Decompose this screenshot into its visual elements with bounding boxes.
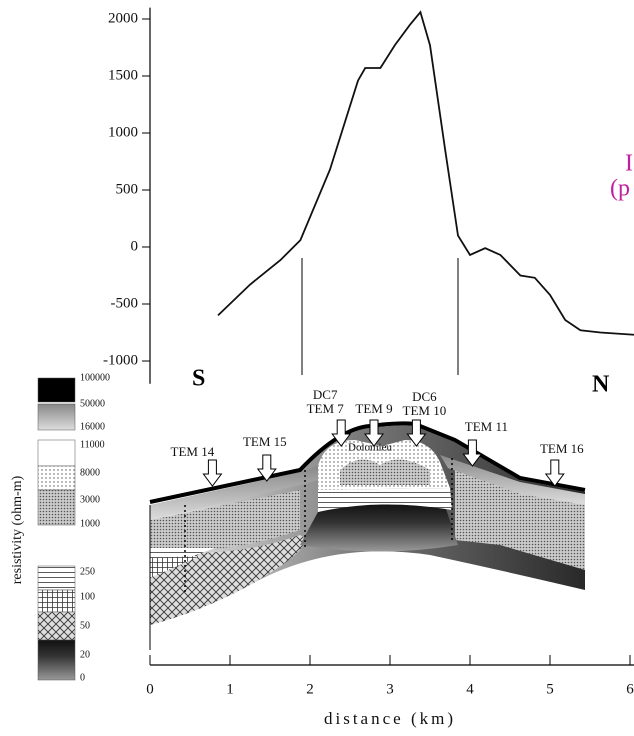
y-tick-label: 1500 <box>108 67 138 83</box>
cross-section-layers <box>149 421 586 650</box>
station-label: DC7 <box>313 387 338 402</box>
station-label: TEM 11 <box>465 419 508 434</box>
y-tick-label: 500 <box>116 181 139 197</box>
colorbar-tick-label: 8000 <box>80 467 100 478</box>
station-label: DC6 <box>412 389 437 404</box>
colorbar-tick-label: 20 <box>80 649 90 660</box>
y-tick-label: 2000 <box>108 10 138 26</box>
colorbar-tick-label: 250 <box>80 566 95 577</box>
x-tick-label: 1 <box>226 681 234 697</box>
station-arrow <box>202 459 223 487</box>
annotation: (p <box>610 176 630 202</box>
x-tick-label: 2 <box>306 681 314 697</box>
colorbar-tick-label: 11000 <box>80 439 105 450</box>
station-label: TEM 10 <box>403 403 447 418</box>
y-tick-label: -1000 <box>103 352 138 368</box>
colorbar-label: resistivity (ohm-m) <box>10 475 25 584</box>
y-tick-label: 1000 <box>108 124 138 140</box>
station-arrow <box>331 419 352 447</box>
station-label: TEM 15 <box>243 434 287 449</box>
colorbar-tick-label: 1000 <box>80 518 100 529</box>
station-arrow <box>544 459 565 487</box>
x-tick-label: 6 <box>626 681 634 697</box>
x-axis-label: distance (km) <box>324 709 456 728</box>
station-label: TEM 16 <box>540 441 584 456</box>
place-label: Dolomieu <box>348 442 392 454</box>
station-arrow <box>462 439 483 467</box>
station-arrow <box>406 419 427 447</box>
station-arrow <box>256 454 277 482</box>
annotation: S <box>192 366 205 392</box>
station-label: TEM 9 <box>355 401 392 416</box>
colorbar-tick-label: 50000 <box>80 398 105 409</box>
y-tick-label: 0 <box>131 238 139 254</box>
station-label: TEM 14 <box>171 444 215 459</box>
colorbar-tick-label: 0 <box>80 672 85 683</box>
colorbar-swatches <box>37 377 76 681</box>
elevation-profile <box>217 10 634 336</box>
station-label: TEM 7 <box>307 401 345 416</box>
y-tick-label: -500 <box>111 295 139 311</box>
colorbar-tick-label: 50 <box>80 620 90 631</box>
x-tick-label: 4 <box>466 681 474 697</box>
x-tick-label: 0 <box>146 681 154 697</box>
x-tick-label: 5 <box>546 681 554 697</box>
station-arrow <box>364 419 384 447</box>
annotation: I <box>625 151 633 177</box>
boundary-lines <box>301 258 459 375</box>
colorbar-tick-label: 100 <box>80 591 95 602</box>
colorbar-tick-label: 16000 <box>80 421 105 432</box>
colorbar-tick-label: 3000 <box>80 494 100 505</box>
annotation: N <box>592 372 610 398</box>
x-tick-label: 3 <box>386 681 394 697</box>
colorbar-tick-label: 100000 <box>80 372 110 383</box>
